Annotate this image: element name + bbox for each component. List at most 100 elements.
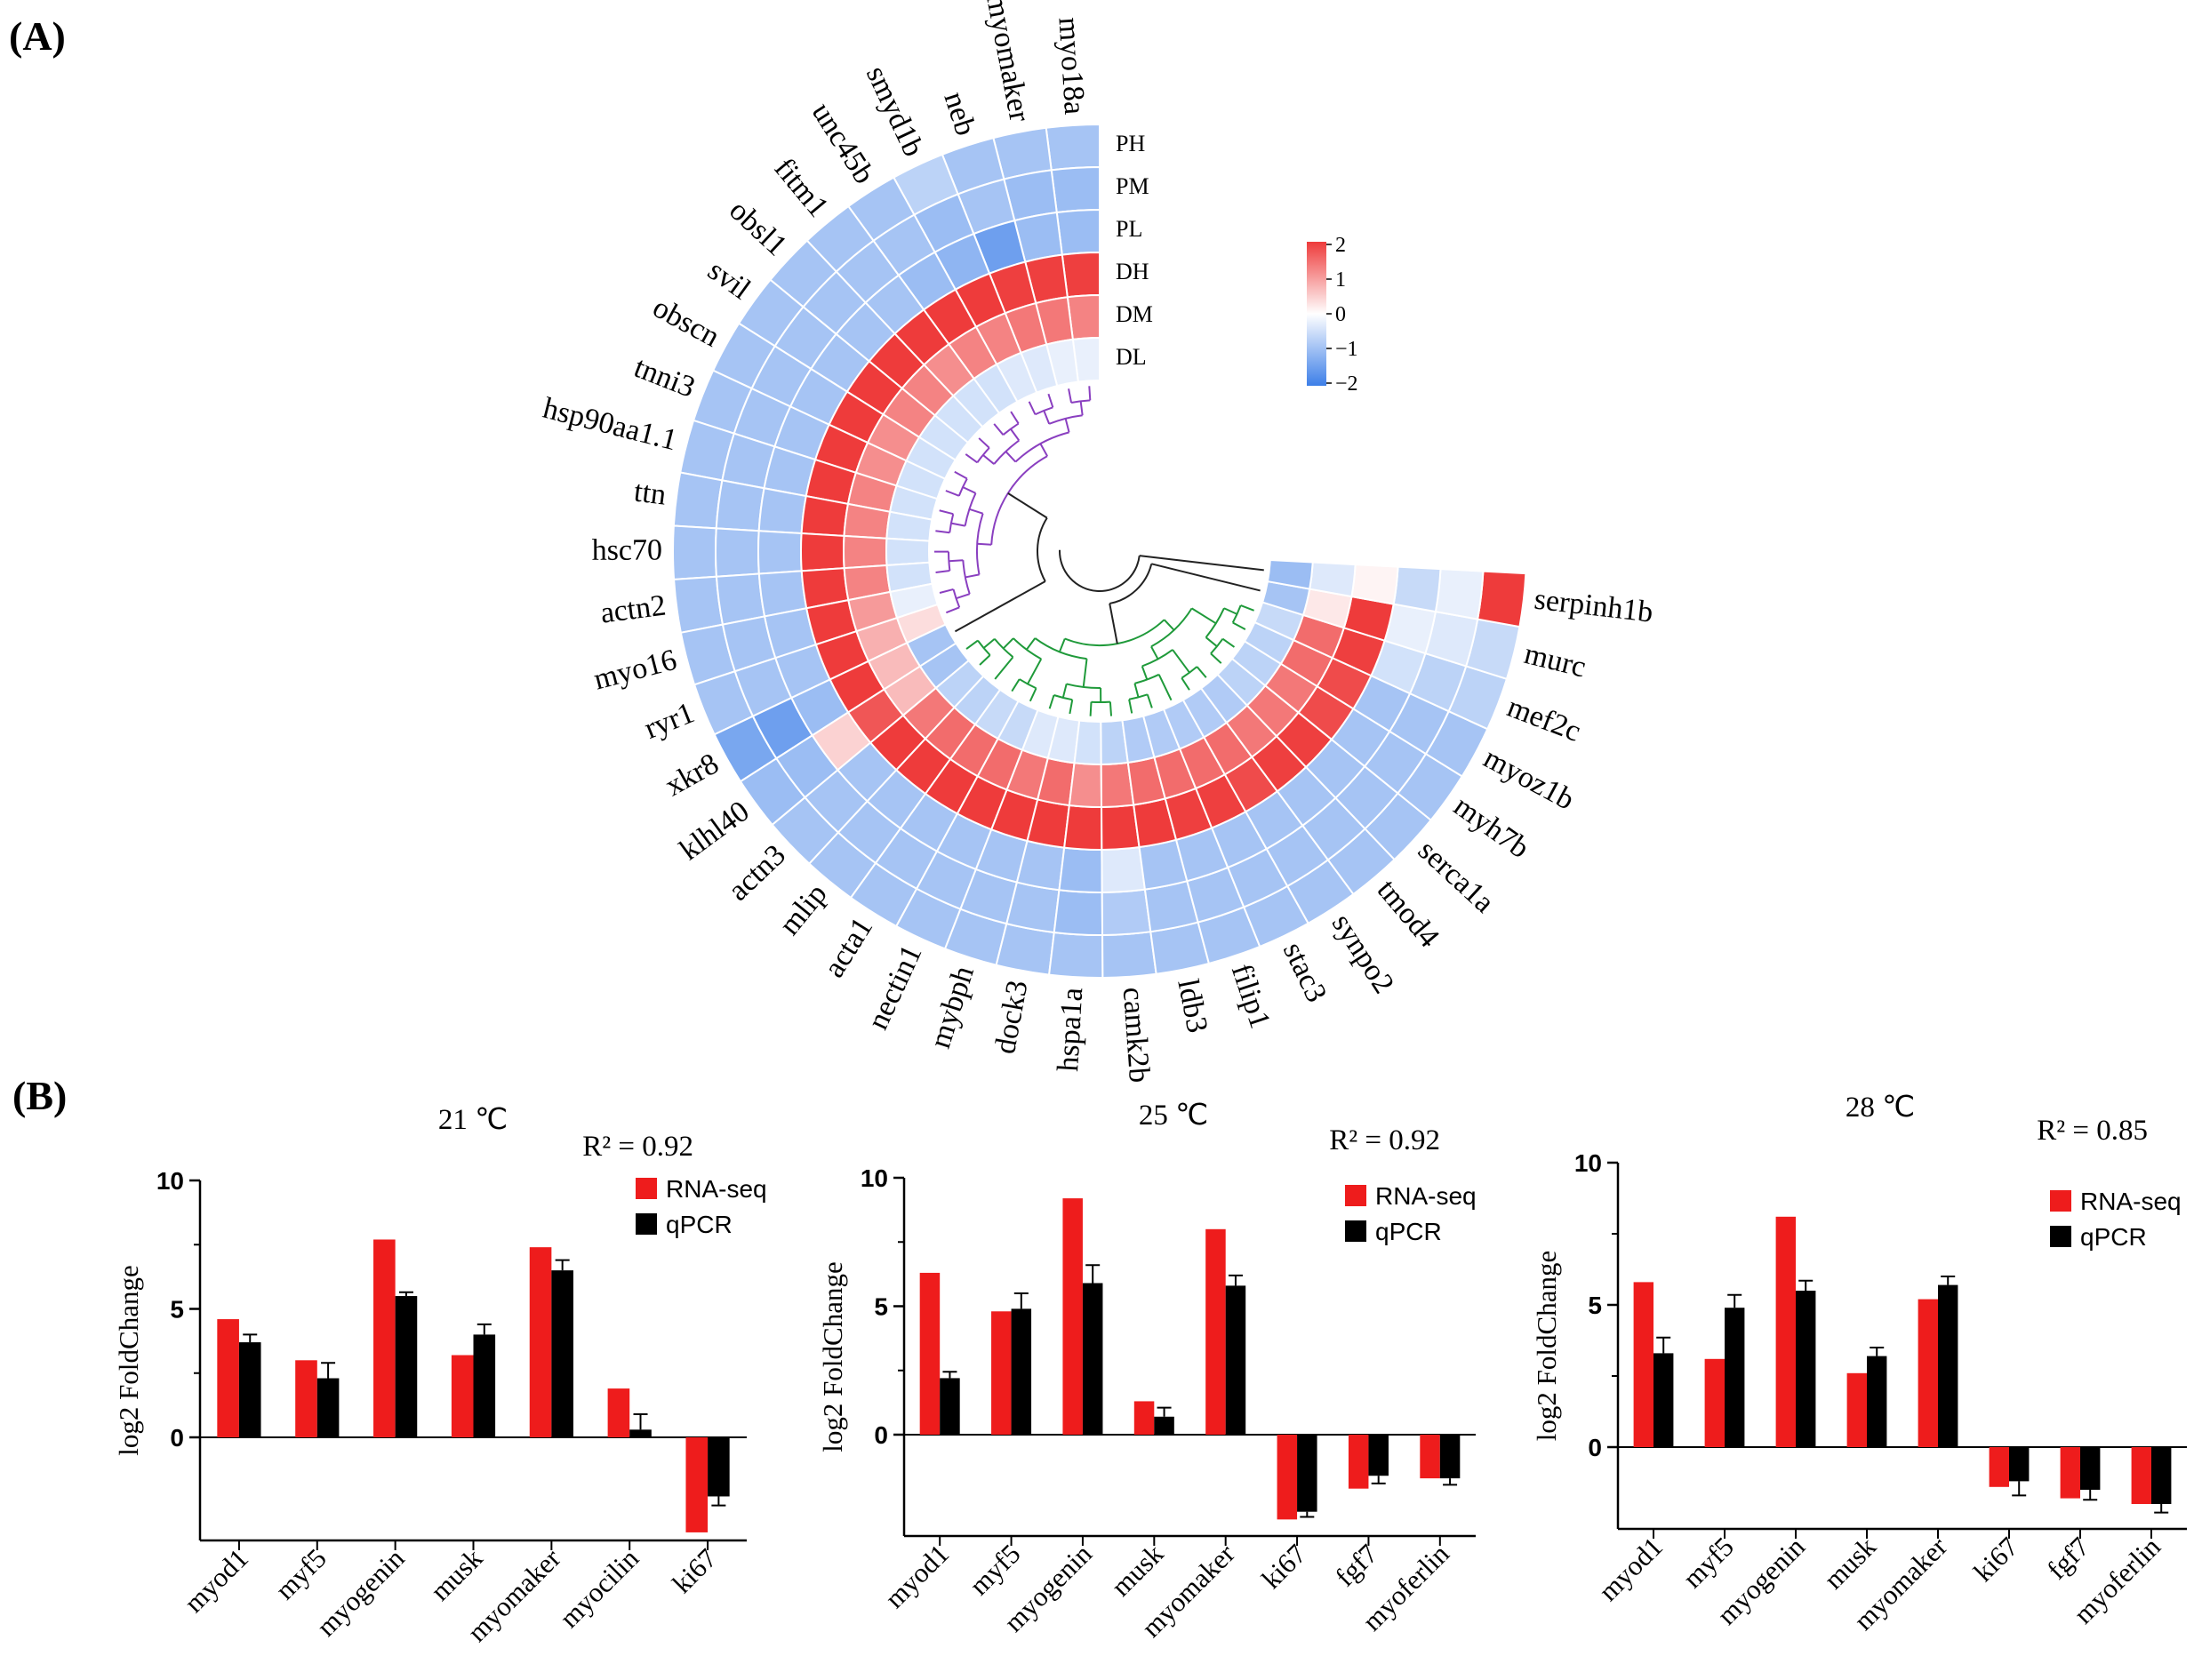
bar-rna-seq [1205,1228,1226,1435]
bar-rna-seq [1846,1372,1867,1447]
gene-label: klhl40 [674,795,756,867]
heatmap-cell [1050,165,1101,214]
bar-qpcr [1796,1291,1816,1447]
heatmap-cell [1053,889,1104,936]
heatmap-cell [885,510,933,542]
heatmap-cell [905,623,957,668]
heatmap-cell [1045,123,1101,172]
bar-chart-21c: 21 ℃ R² = 0.92 log2 FoldChange 10 5 0 myod1 myf… [113,1104,767,1648]
legend-swatch [1345,1220,1366,1242]
y-tick-label: 0 [1588,1434,1602,1461]
bar-rna-seq [919,1272,941,1435]
bar-rna-seq [1704,1358,1725,1447]
dendrogram-branch [949,559,971,600]
dendrogram-branch [1028,393,1054,416]
bar-rna-seq [1633,1282,1653,1447]
dendrogram-branch [1089,700,1113,716]
bar-rna-seq [451,1355,474,1437]
heatmap-cell [715,527,760,578]
legend-swatch [2050,1226,2071,1247]
bar-rna-seq [373,1239,396,1437]
gene-label: camk2b [1117,986,1156,1084]
gene-label: neb [937,88,981,140]
x-tick-label: myocilin [553,1542,645,1634]
gene-label: smyd1b [860,61,930,162]
dendrogram-branch [1128,693,1153,714]
r-squared-label: R² = 0.85 [2037,1115,2148,1147]
bar-qpcr [2009,1447,2030,1482]
x-tick-label: myf5 [269,1542,332,1605]
gene-label: fitm1 [768,152,836,223]
dendrogram-branch [1025,637,1088,688]
gene-label: obsl1 [723,194,793,262]
gene-label: actn2 [598,589,668,630]
colorbar-gradient [1307,242,1326,386]
legend-label: RNA-seq [2080,1188,2182,1215]
x-tick-label: ki67 [1967,1531,2024,1588]
heatmap-cell [1216,657,1267,707]
legend-swatch [636,1178,657,1199]
legend-swatch [2050,1190,2071,1212]
heatmap-cell [1162,699,1205,750]
row-label: DH [1116,259,1149,284]
bar-rna-seq [2060,1447,2080,1499]
gene-label: hspa1a [1052,987,1089,1072]
heatmap-cell [933,394,984,444]
heatmap-cell [889,582,939,620]
gene-label: myo16 [590,644,680,697]
gene-label: mybph [924,962,981,1052]
bar-qpcr [1938,1284,1958,1447]
heatmap-cell [1243,620,1295,666]
heatmap-cell [757,530,803,575]
heatmap-cell [715,479,765,532]
dendrogram-branch [993,411,1020,436]
legend-label: RNA-seq [1375,1182,1477,1210]
legend-label: RNA-seq [666,1175,767,1203]
gene-label: ldb3 [1171,976,1213,1036]
bar-rna-seq [991,1311,1012,1435]
heatmap-cell [672,471,724,530]
dendrogram-branch [1048,694,1074,715]
y-tick-label: 0 [170,1424,184,1452]
bar-qpcr [1082,1283,1103,1435]
heatmap-cell [885,537,931,567]
y-axis-label: log2 FoldChange [817,1261,848,1452]
heatmap-cell [1350,564,1399,605]
heatmap-cell [1020,343,1059,394]
heatmap-cell [1101,804,1141,851]
bar-qpcr [2151,1447,2172,1504]
dendrogram-root [1037,517,1048,582]
bar-rna-seq [529,1247,552,1437]
bar-rna-seq [217,1319,239,1437]
y-tick-label: 5 [170,1296,184,1324]
dendrogram-branch [1231,604,1254,630]
row-label: DM [1116,301,1153,327]
bar-chart-28c: 28 ℃ R² = 0.85 log2 FoldChange 10 5 0 myod1 myf… [1531,1092,2187,1636]
gene-label: myoz1b [1478,741,1580,816]
dendrogram [933,386,1264,716]
heatmap-cell [1046,716,1081,764]
y-tick-label: 10 [1574,1149,1602,1177]
heatmap-cell [1392,565,1442,613]
bar-rna-seq [1989,1447,2009,1487]
heatmap-cell [888,484,939,521]
heatmap-cell [1434,568,1485,620]
dendrogram-branch [965,508,984,579]
heatmap-cell [934,659,985,709]
gene-label: tnni3 [629,351,700,404]
r-squared-label: R² = 0.92 [1329,1124,1440,1156]
x-tick-label: ki67 [666,1542,723,1599]
r-squared-label: R² = 0.92 [582,1131,693,1163]
gene-label: unc45b [805,97,881,189]
heatmap-cell [885,561,933,594]
bar-qpcr [1653,1353,1674,1447]
gene-label: tmod4 [1371,874,1445,954]
gene-label: myomaker [980,0,1037,124]
dendrogram-branch [939,588,961,614]
x-tick-label: myod1 [878,1538,955,1614]
bar-rna-seq [1775,1216,1796,1447]
heatmap-cell [1063,804,1103,851]
gene-label: murc [1521,637,1589,684]
heatmap-cell [1047,931,1104,979]
